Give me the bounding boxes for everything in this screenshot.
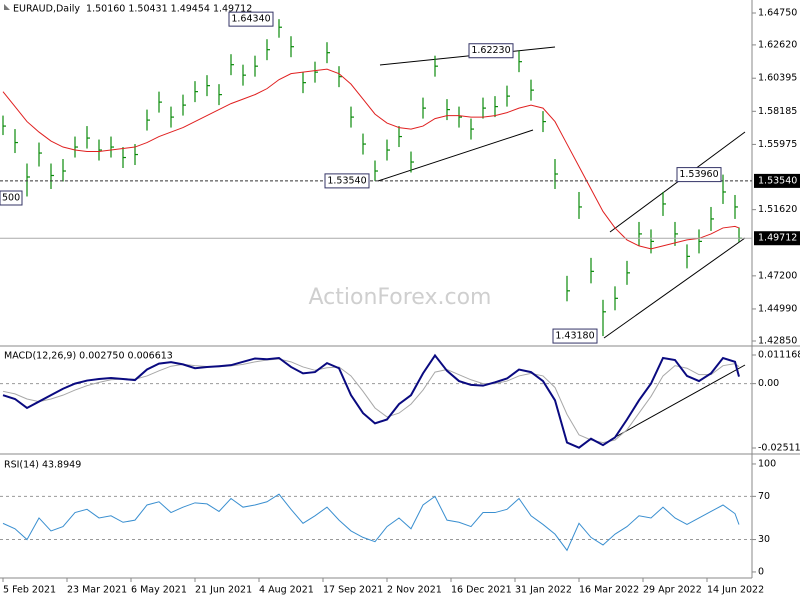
annotation-label: 1.62230: [471, 45, 510, 56]
y-tick-label: 0.00: [758, 378, 779, 389]
rsi-header: RSI(14) 43.8949: [4, 460, 81, 471]
clipped-label: 500: [2, 193, 20, 204]
trendlines: [377, 46, 746, 441]
trendline: [603, 237, 746, 339]
y-tick-label: 1.42850: [758, 336, 797, 347]
indicator-line: [2, 353, 740, 449]
y-tick-label: 1.62620: [758, 39, 797, 50]
marks: 1.64340 1.62230 1.53540 1.53960 1.43180: [0, 11, 752, 552]
trendline: [377, 129, 534, 182]
x-tick-label: 5 Feb 2021: [3, 585, 56, 596]
y-tick-label: -0.025117: [758, 442, 800, 453]
x-tick-label: 2 Nov 2021: [387, 585, 442, 596]
price-header: EURAUD,Daily 1.50160 1.50431 1.49454 1.4…: [13, 4, 252, 15]
y-tick-label: 1.60395: [758, 73, 797, 84]
x-tick-label: 31 Jan 2022: [515, 585, 572, 596]
annotation-label: 1.43180: [555, 331, 594, 342]
x-tick-label: 4 Aug 2021: [259, 585, 314, 596]
y-tick-label: 0: [758, 566, 764, 577]
y-tick-label: 0.011168: [758, 349, 800, 360]
price-marker-label: 1.53540: [758, 175, 797, 186]
price-marker-box: [754, 231, 800, 246]
watermark: ActionForex.com: [309, 285, 492, 310]
y-tick-label: 30: [758, 534, 770, 545]
x-tick-label: 16 Dec 2021: [451, 585, 512, 596]
y-tick-label: 100: [758, 458, 776, 469]
annotation-box: [228, 11, 274, 27]
annotation-label: 1.53960: [679, 169, 718, 180]
x-tick-label: 14 Jun 2022: [707, 585, 764, 596]
y-tick-label: 1.64750: [758, 8, 797, 19]
trendline: [379, 46, 556, 66]
trendline: [609, 364, 746, 441]
price-marker-box: [754, 173, 800, 188]
x-tick-label: 21 Jun 2021: [195, 585, 252, 596]
x-tick-label: 23 Mar 2021: [67, 585, 127, 596]
y-tick-label: 1.55975: [758, 139, 797, 150]
price-marker-label: 1.49712: [758, 233, 797, 244]
annotation-box: [324, 173, 370, 189]
x-tick-label: 17 Sep 2021: [323, 585, 383, 596]
annotation-box: [552, 328, 598, 344]
y-tick-label: 70: [758, 491, 770, 502]
moving-average: [2, 68, 740, 250]
annotation-label: 1.53540: [327, 175, 366, 186]
y-tick-label: 1.47200: [758, 270, 797, 281]
x-tick-label: 16 Mar 2022: [579, 585, 639, 596]
annotation-box: [468, 43, 514, 59]
header-icon: [4, 4, 10, 10]
y-tick-label: 1.51620: [758, 204, 797, 215]
annotation-label: 1.64340: [231, 14, 270, 25]
y-tick-label: 1.44990: [758, 303, 797, 314]
x-tick-label: 6 May 2021: [131, 585, 187, 596]
clipped-label-box: [0, 190, 23, 206]
y-tick-label: 1.58185: [758, 106, 797, 117]
macd-header: MACD(12,26,9) 0.002750 0.006613: [4, 351, 173, 362]
x-tick-label: 29 Apr 2022: [643, 585, 702, 596]
indicator-line: [2, 493, 740, 552]
annotation-box: [676, 167, 722, 183]
